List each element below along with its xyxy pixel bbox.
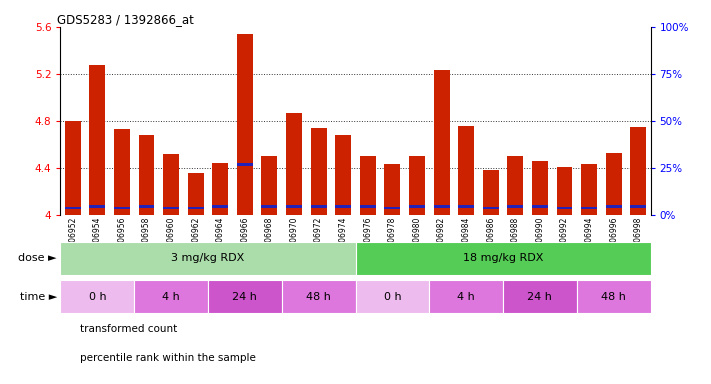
Bar: [262, 205, 277, 208]
Bar: [60, 242, 356, 275]
Bar: [503, 280, 577, 313]
Bar: [188, 173, 203, 215]
Bar: [385, 207, 400, 209]
Text: percentile rank within the sample: percentile rank within the sample: [80, 353, 256, 362]
Bar: [458, 126, 474, 215]
Text: transformed count: transformed count: [80, 324, 178, 334]
Bar: [237, 34, 253, 215]
Text: dose ►: dose ►: [18, 253, 57, 263]
Bar: [557, 167, 572, 215]
Text: 0 h: 0 h: [88, 291, 106, 302]
Bar: [114, 129, 130, 215]
Bar: [237, 163, 253, 166]
Bar: [606, 205, 621, 208]
Bar: [208, 280, 282, 313]
Text: 24 h: 24 h: [528, 291, 552, 302]
Text: 24 h: 24 h: [232, 291, 257, 302]
Bar: [508, 205, 523, 208]
Bar: [483, 170, 498, 215]
Bar: [532, 161, 548, 215]
Bar: [360, 156, 376, 215]
Bar: [134, 280, 208, 313]
Bar: [630, 205, 646, 208]
Bar: [188, 207, 203, 209]
Bar: [356, 242, 651, 275]
Bar: [213, 205, 228, 208]
Bar: [262, 156, 277, 215]
Text: 18 mg/kg RDX: 18 mg/kg RDX: [463, 253, 543, 263]
Bar: [581, 207, 597, 209]
Bar: [356, 280, 429, 313]
Bar: [65, 207, 81, 209]
Bar: [360, 205, 376, 208]
Bar: [213, 163, 228, 215]
Text: 0 h: 0 h: [383, 291, 401, 302]
Bar: [60, 280, 134, 313]
Text: time ►: time ►: [20, 291, 57, 302]
Bar: [581, 164, 597, 215]
Text: 3 mg/kg RDX: 3 mg/kg RDX: [171, 253, 245, 263]
Bar: [90, 205, 105, 208]
Bar: [508, 156, 523, 215]
Bar: [163, 207, 179, 209]
Text: GDS5283 / 1392866_at: GDS5283 / 1392866_at: [58, 13, 194, 26]
Text: 4 h: 4 h: [162, 291, 180, 302]
Bar: [139, 205, 154, 208]
Bar: [532, 205, 548, 208]
Text: 48 h: 48 h: [306, 291, 331, 302]
Bar: [90, 65, 105, 215]
Bar: [286, 113, 302, 215]
Bar: [606, 153, 621, 215]
Bar: [429, 280, 503, 313]
Bar: [335, 135, 351, 215]
Bar: [65, 121, 81, 215]
Bar: [630, 127, 646, 215]
Bar: [409, 156, 425, 215]
Bar: [335, 205, 351, 208]
Bar: [557, 207, 572, 209]
Bar: [409, 205, 425, 208]
Text: 4 h: 4 h: [457, 291, 475, 302]
Bar: [385, 164, 400, 215]
Bar: [114, 207, 130, 209]
Bar: [434, 70, 449, 215]
Bar: [483, 207, 498, 209]
Bar: [282, 280, 356, 313]
Bar: [577, 280, 651, 313]
Text: 48 h: 48 h: [602, 291, 626, 302]
Bar: [139, 135, 154, 215]
Bar: [311, 128, 326, 215]
Bar: [163, 154, 179, 215]
Bar: [458, 205, 474, 208]
Bar: [311, 205, 326, 208]
Bar: [286, 205, 302, 208]
Bar: [434, 205, 449, 208]
